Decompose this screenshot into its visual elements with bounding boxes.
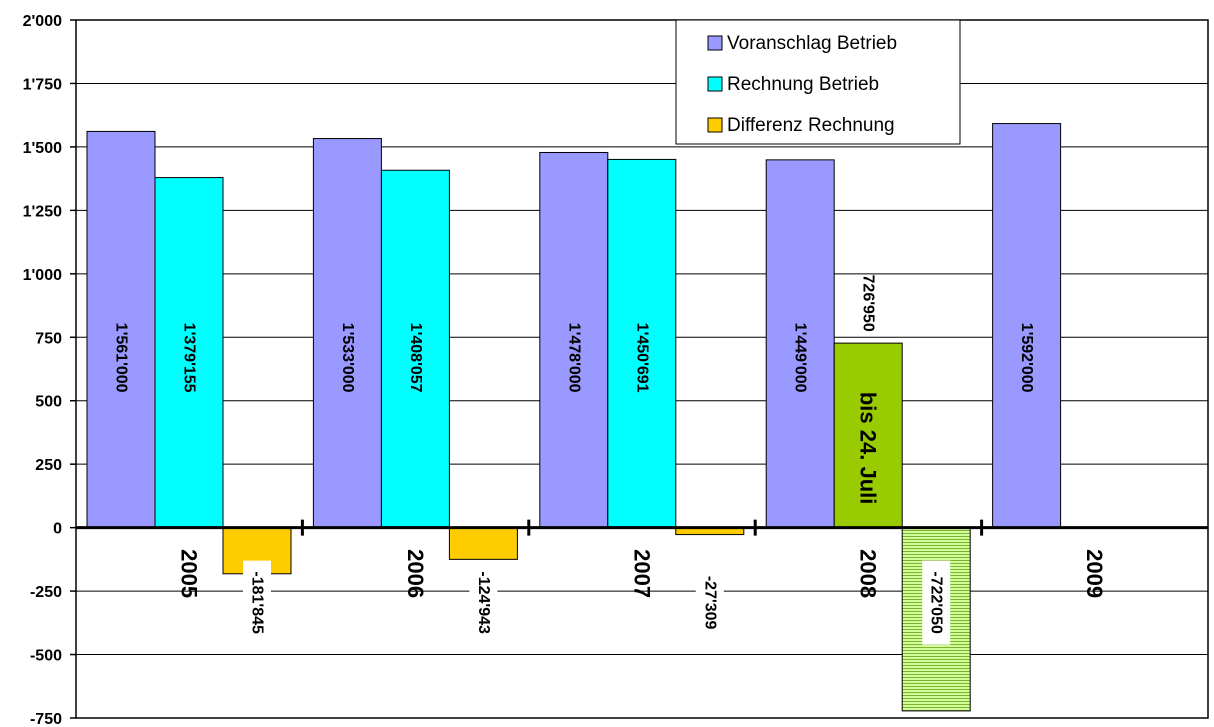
data-label: 1'592'000: [1018, 323, 1035, 393]
y-tick-label: -750: [30, 711, 62, 727]
y-tick-label: 1'250: [23, 203, 63, 220]
y-tick-label: -500: [30, 648, 62, 665]
y-tick-label: 1'500: [23, 140, 63, 157]
data-label: -124'943: [475, 571, 492, 634]
legend-label: Rechnung Betrieb: [727, 74, 879, 95]
bar-differenz-rechnung-2006: [448, 527, 518, 560]
bar-voranschlag-betrieb-2009: [992, 123, 1062, 529]
y-tick-label: 1'000: [23, 267, 63, 284]
y-tick-label: 2'000: [23, 13, 63, 30]
y-tick-label: -250: [30, 584, 62, 601]
x-tick-label-2007: 2007: [629, 549, 654, 598]
data-label: -722'050: [928, 571, 945, 634]
data-label: 1'561'000: [113, 323, 130, 393]
y-tick-label: 250: [35, 457, 62, 474]
data-label: -27'309: [701, 576, 718, 630]
bar-voranschlag-betrieb-2008: [765, 159, 835, 529]
y-tick-label: 750: [35, 330, 62, 347]
data-label-bg: [243, 560, 271, 645]
data-label-bg: [695, 565, 724, 640]
data-label: 1'533'000: [339, 323, 356, 393]
x-tick-label-2008: 2008: [856, 549, 881, 598]
x-tick-label-2009: 2009: [1082, 549, 1107, 598]
data-label: 1'478'000: [565, 323, 582, 393]
bars: [86, 123, 1062, 712]
plot-frame: [75, 19, 1209, 719]
bar-rechnung-betrieb-2008: [833, 342, 903, 529]
axes: -750 -500 -250 0 250 500 750 1'000 1'250 1'500 1'7…: [23, 13, 1208, 727]
legend-swatch: [707, 117, 723, 133]
bar-voranschlag-betrieb-2006: [312, 138, 382, 529]
data-labels: 1'561'000 1'379'155 -181'845 1'533'000 1'408…: [113, 275, 1035, 645]
y-tick-label: 0: [53, 521, 62, 538]
x-tick-label-2006: 2006: [403, 549, 428, 598]
legend-label: Voranschlag Betrieb: [727, 33, 897, 54]
data-label: 1'379'155: [181, 323, 198, 393]
legend: Voranschlag Betrieb Rechnung Betrieb Diffe…: [675, 19, 961, 145]
legend-swatch: [707, 76, 723, 92]
bar-voranschlag-betrieb-2007: [539, 151, 609, 529]
legend-label: Differenz Rechnung: [727, 115, 895, 136]
annotation-bis-24-juli: bis 24. Juli: [856, 392, 881, 505]
legend-swatch: [707, 35, 723, 51]
y-tick-label: 500: [35, 394, 62, 411]
data-label-bg: [922, 560, 951, 645]
data-label: 726'950: [860, 275, 877, 332]
bar-rechnung-betrieb-2005: [154, 177, 224, 529]
data-label: 1'450'691: [633, 323, 650, 393]
data-label: -181'845: [249, 571, 266, 634]
bar-rechnung-betrieb-2006: [380, 169, 450, 529]
x-tick-label-2005: 2005: [177, 549, 202, 598]
bar-rechnung-betrieb-2007: [607, 158, 677, 529]
legend-box: [675, 19, 961, 145]
data-label-bg: [469, 560, 498, 645]
y-tick-label: 1'750: [23, 76, 63, 93]
data-label: 1'408'057: [407, 323, 424, 393]
data-label: 1'449'000: [792, 323, 809, 393]
